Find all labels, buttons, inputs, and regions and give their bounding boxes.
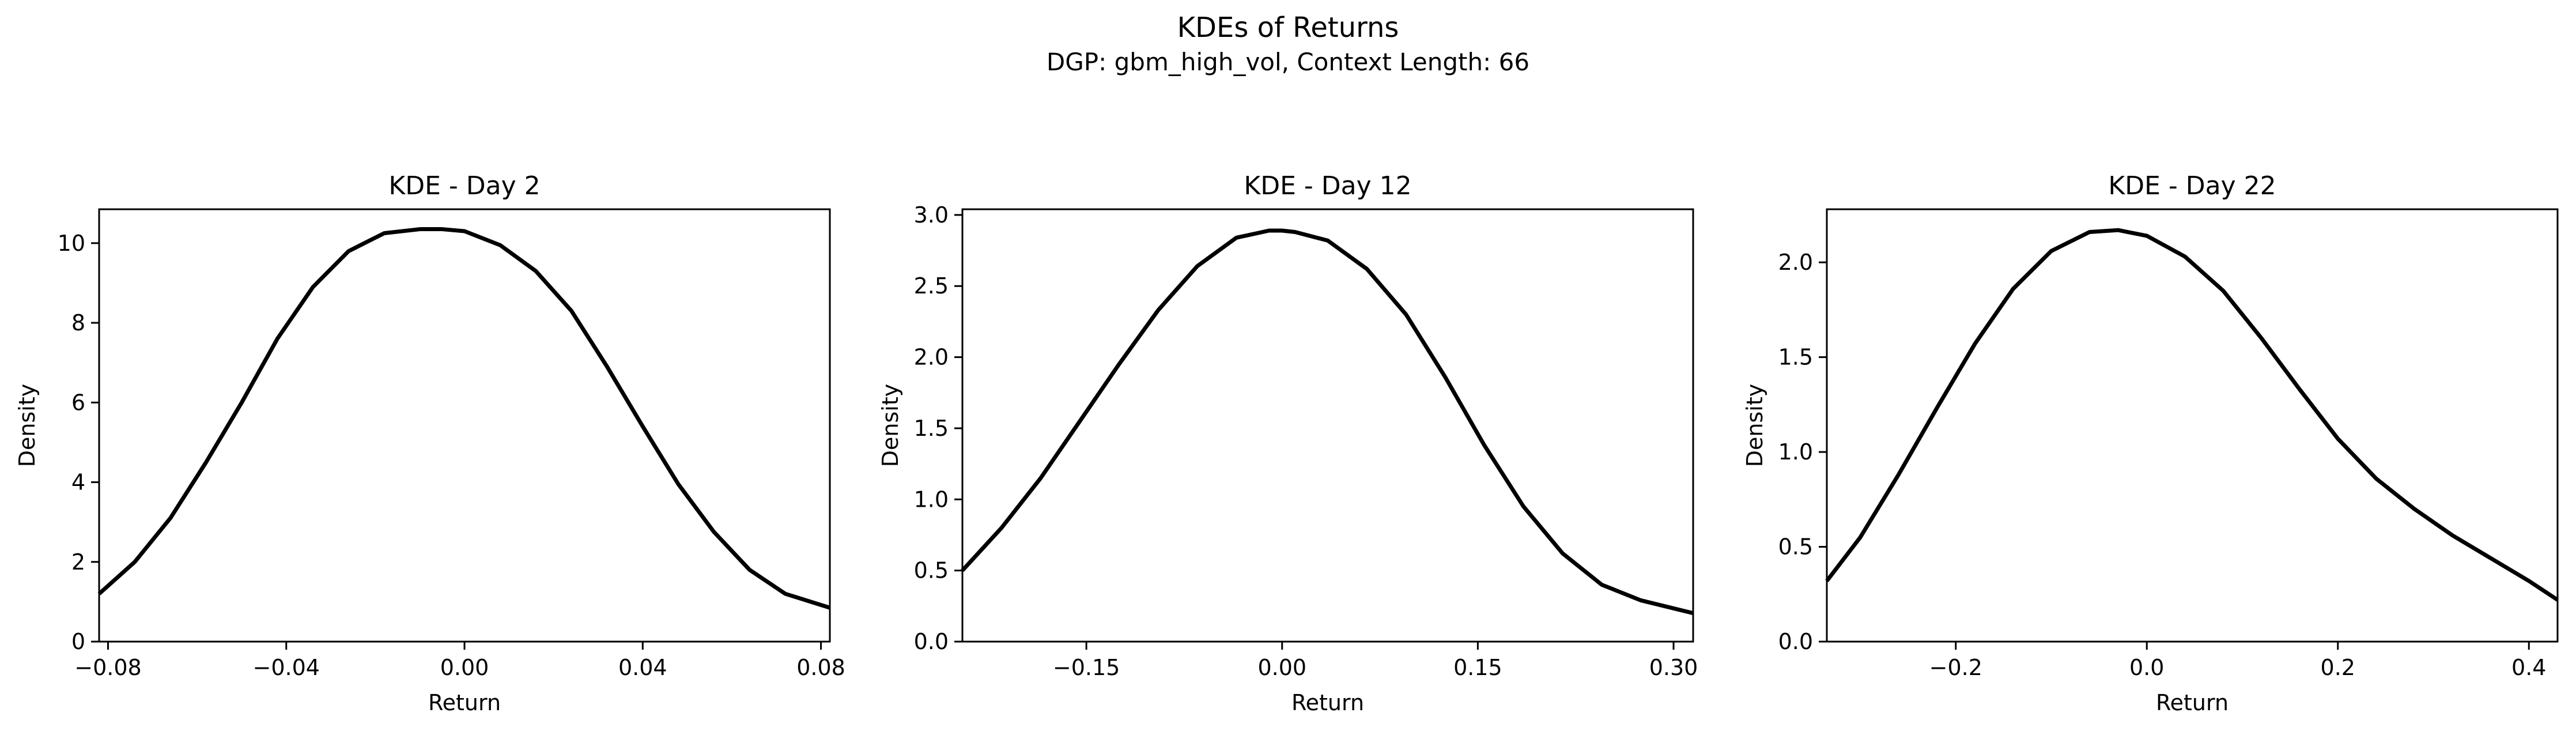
y-tick-label: 0.5 — [1778, 534, 1813, 560]
y-tick-label: 1.0 — [914, 487, 949, 512]
subplot-2: KDE - Day 12 −0.15 0.00 0.15 0.30 0.0 0.5 1.0 1.… — [878, 171, 1698, 715]
y-axis-label: Density — [1742, 384, 1767, 467]
subplot-grid: KDE - Day 2 −0.08 −0.04 0.00 0.04 0.08 0 2 4 6 8 10… — [14, 171, 2559, 715]
subplot-title: KDE - Day 22 — [2108, 171, 2276, 201]
y-tick-label: 0.0 — [1778, 629, 1813, 654]
subplot-3: KDE - Day 22 −0.2 0.0 0.2 0.4 0.0 0.5 1.0 1.5 2.0… — [1742, 171, 2559, 715]
x-tick-label: 0.08 — [796, 655, 845, 680]
x-tick-label: 0.00 — [1257, 655, 1306, 680]
y-tick-label: 1.5 — [1778, 345, 1813, 370]
kde-curve — [1825, 228, 2559, 602]
plot-frame — [1826, 208, 2559, 643]
y-axis-label: Density — [878, 384, 903, 467]
subplot-1: KDE - Day 2 −0.08 −0.04 0.00 0.04 0.08 0 2 4 6 8 10… — [14, 171, 845, 715]
x-tick-label: 0.00 — [440, 655, 489, 680]
x-axis-label: Return — [2156, 690, 2228, 715]
x-tick-label: 0.4 — [2511, 655, 2546, 680]
kde-curve — [97, 227, 831, 610]
x-tick-label: −0.2 — [1929, 655, 1982, 680]
y-tick-label: 6 — [71, 390, 85, 415]
y-tick-label: 3.0 — [914, 202, 949, 228]
x-tick-label: 0.2 — [2321, 655, 2355, 680]
y-tick-label: 4 — [71, 470, 85, 495]
y-tick-label: 1.5 — [914, 416, 949, 441]
x-axis-label: Return — [1291, 690, 1364, 715]
x-tick-label: 0.15 — [1453, 655, 1502, 680]
subplot-title: KDE - Day 2 — [388, 171, 540, 201]
y-tick-label: 2 — [71, 549, 85, 575]
subplot-title: KDE - Day 12 — [1244, 171, 1411, 201]
y-tick-label: 2.5 — [914, 273, 949, 299]
y-tick-label: 2.0 — [914, 345, 949, 370]
y-tick-label: 10 — [58, 231, 85, 256]
y-axis-label: Density — [14, 384, 40, 467]
plot-frame — [98, 208, 831, 643]
y-tick-label: 8 — [71, 310, 85, 336]
y-tick-label: 0 — [71, 629, 85, 654]
y-tick-label: 2.0 — [1778, 250, 1813, 275]
figure-subtitle: DGP: gbm_high_vol, Context Length: 66 — [1047, 48, 1529, 76]
x-tick-label: 0.0 — [2129, 655, 2164, 680]
y-tick-label: 0.5 — [914, 558, 949, 583]
x-tick-label: 0.30 — [1649, 655, 1698, 680]
y-tick-label: 1.0 — [1778, 439, 1813, 465]
y-tick-label: 0.0 — [914, 629, 949, 654]
figure-title: KDEs of Returns — [1177, 12, 1399, 44]
x-tick-label: −0.08 — [74, 655, 141, 680]
x-tick-label: −0.04 — [253, 655, 320, 680]
x-tick-label: −0.15 — [1053, 655, 1120, 680]
kde-curve — [961, 228, 1694, 616]
plot-frame — [961, 208, 1694, 643]
x-axis-label: Return — [428, 690, 501, 715]
x-tick-label: 0.04 — [618, 655, 667, 680]
